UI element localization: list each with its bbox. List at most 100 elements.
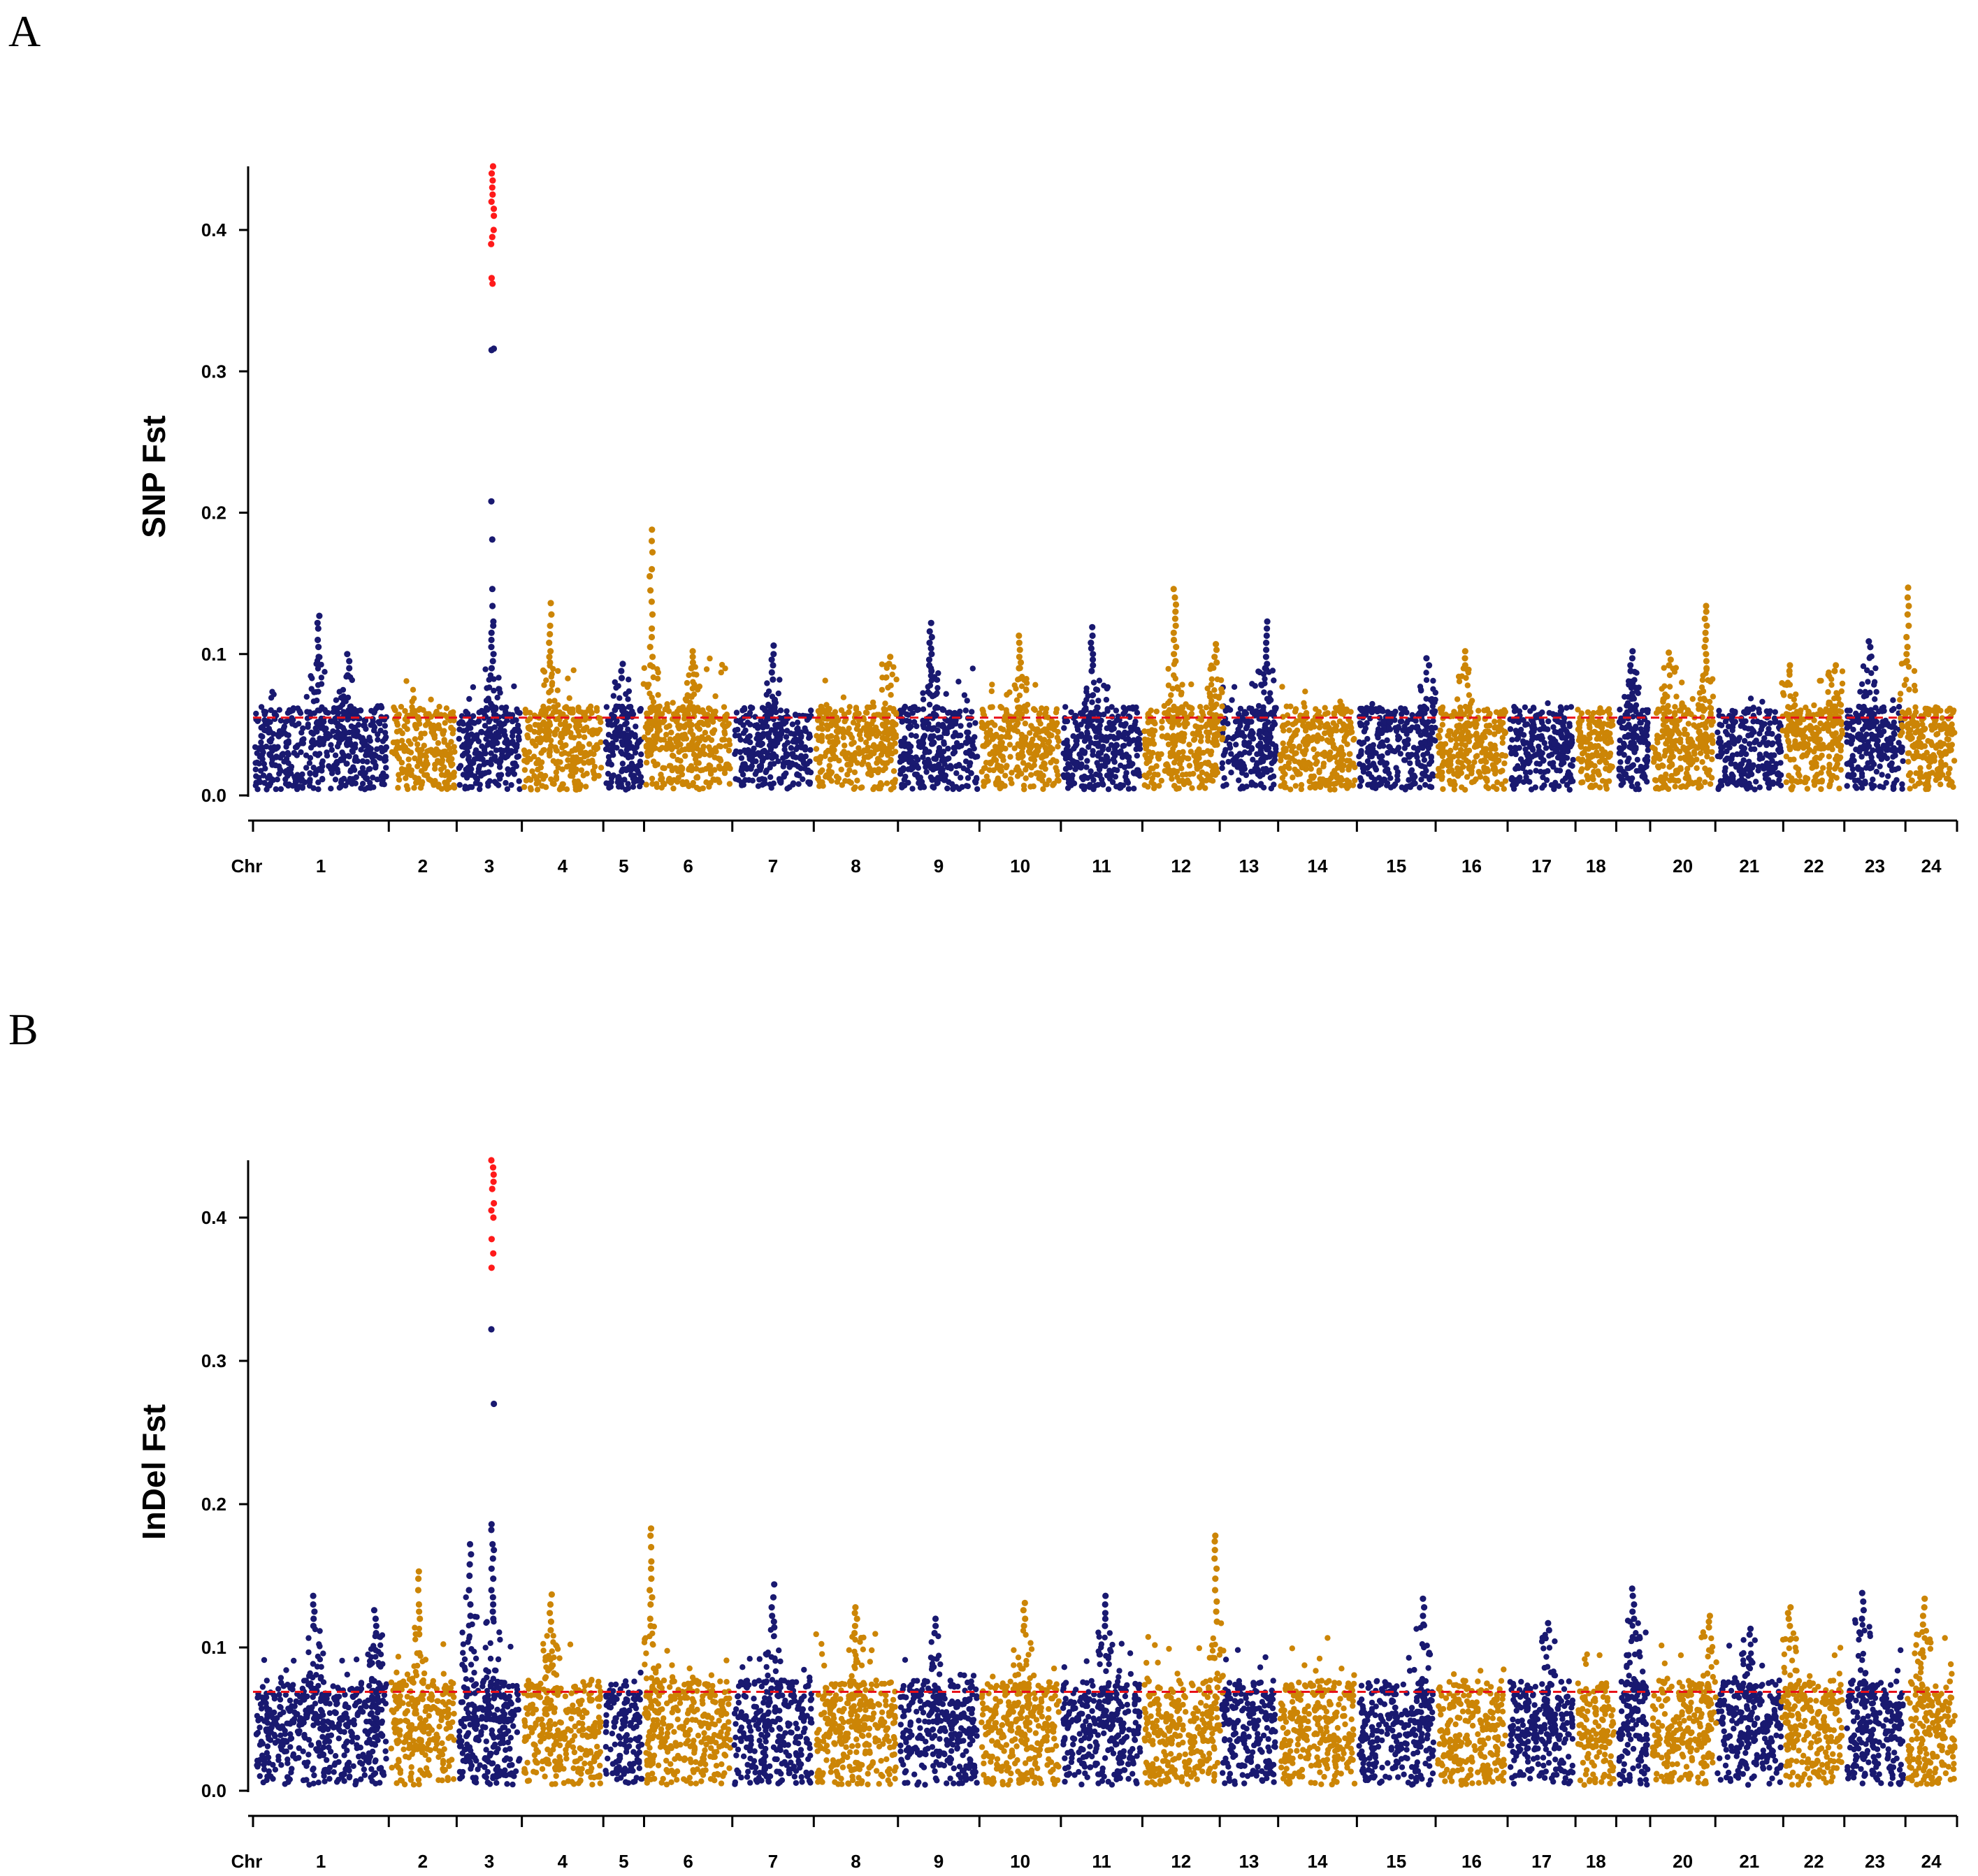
snp-point (261, 760, 267, 767)
snp-point (553, 746, 559, 753)
snp-point (1199, 769, 1206, 776)
snp-point (1490, 784, 1497, 790)
snp-point (561, 742, 568, 749)
snp-point (380, 780, 386, 787)
snp-point (364, 758, 370, 765)
snp-point (578, 767, 585, 774)
snp-point (862, 709, 869, 716)
snp-point (333, 697, 340, 703)
snp-point (902, 756, 909, 763)
snp-point (319, 767, 325, 774)
snp-point (889, 779, 896, 786)
snp-point (802, 744, 809, 751)
snp-point (254, 750, 260, 756)
snp-point (1083, 764, 1090, 770)
snp-point (658, 772, 664, 778)
snp-point (1214, 742, 1220, 748)
snp-point (1248, 745, 1255, 751)
snp-point (989, 704, 995, 710)
snp-point (1169, 770, 1175, 776)
snp-point (1523, 750, 1529, 756)
snp-point (1484, 707, 1491, 714)
snp-point (1088, 768, 1094, 774)
snp-point (674, 779, 681, 785)
snp-point (1668, 749, 1675, 756)
snp-point (862, 739, 869, 746)
snp-point (1529, 753, 1535, 760)
snp-point (396, 772, 402, 778)
snp-point (1121, 742, 1127, 749)
snp-point (582, 714, 589, 721)
snp-point (850, 719, 857, 726)
snp-point (776, 776, 783, 782)
snp-point (1350, 737, 1357, 743)
snp-point (563, 786, 570, 793)
snp-point (252, 760, 259, 766)
snp-point (1691, 743, 1698, 749)
snp-point (1520, 732, 1527, 738)
snp-point (1334, 765, 1341, 771)
snp-point (767, 764, 773, 771)
snp-point (1415, 747, 1421, 754)
snp-point (1396, 735, 1403, 741)
snp-point (1645, 720, 1651, 726)
snp-point (1033, 742, 1039, 749)
snp-point (566, 723, 572, 730)
snp-point (925, 749, 932, 756)
snp-point (854, 777, 860, 784)
snp-point (1294, 771, 1301, 778)
snp-point (1607, 763, 1613, 770)
snp-point (1380, 708, 1386, 714)
snp-point (1055, 728, 1061, 735)
snp-point (696, 708, 703, 715)
snp-point (1649, 744, 1656, 751)
snp-point (930, 784, 937, 791)
snp-point (1285, 760, 1292, 766)
snp-point (1037, 770, 1044, 777)
snp-point (1292, 709, 1299, 715)
snp-point (505, 742, 511, 748)
snp-point (967, 763, 973, 769)
snp-point (1578, 710, 1584, 716)
snp-point (1263, 754, 1270, 760)
snp-point (1541, 782, 1547, 788)
snp-point (540, 747, 547, 753)
snp-point (1540, 723, 1547, 730)
snp-point (1256, 743, 1262, 749)
snp-point (635, 763, 642, 769)
snp-point (1377, 759, 1384, 766)
snp-point (1596, 784, 1603, 791)
snp-point (581, 760, 587, 766)
snp-point (468, 766, 475, 772)
snp-point (522, 707, 528, 713)
snp-point (570, 667, 577, 674)
snp-point (367, 737, 373, 744)
snp-point (1397, 751, 1404, 757)
snp-point (846, 704, 853, 710)
snp-point (679, 779, 686, 786)
snp-point (405, 748, 412, 755)
snp-point (944, 785, 951, 792)
snp-point (360, 769, 366, 776)
snp-point (1182, 723, 1188, 730)
snp-point (572, 778, 578, 785)
snp-point (267, 739, 274, 745)
snp-point (667, 736, 673, 742)
snp-point (762, 780, 768, 787)
snp-point (783, 734, 790, 740)
snp-point (306, 760, 313, 766)
snp-point (1373, 784, 1379, 790)
snp-point (262, 765, 268, 772)
snp-point (527, 785, 534, 791)
snp-point (679, 765, 686, 772)
snp-point (634, 740, 641, 747)
snp-point (908, 765, 914, 772)
snp-point (275, 732, 281, 738)
snp-point (625, 726, 631, 733)
snp-point (1392, 708, 1399, 715)
snp-point (1178, 730, 1185, 737)
snp-point (616, 774, 622, 780)
snp-point (956, 763, 962, 769)
snp-point (1267, 690, 1273, 696)
snp-point (756, 777, 763, 783)
